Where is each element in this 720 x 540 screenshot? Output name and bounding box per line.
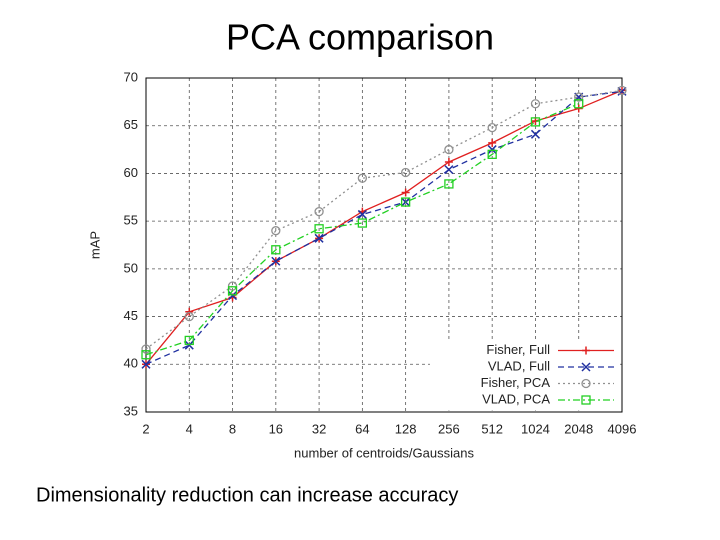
legend-marker [581,362,591,372]
marker [487,145,497,155]
marker [400,167,411,178]
y-tick-label: 70 [124,69,138,84]
marker [574,92,584,102]
marker [444,144,454,155]
legend-label: Fisher, PCA [481,375,551,390]
marker [314,206,324,217]
x-tick-label: 2 [142,421,149,436]
x-tick-label: 4 [186,421,193,436]
marker [530,129,540,139]
x-tick-label: 16 [269,421,283,436]
series-line [145,89,623,365]
x-tick-label: 128 [395,421,417,436]
marker [574,104,583,113]
legend-marker [581,378,591,389]
x-tick-label: 4096 [608,421,637,436]
marker [617,85,627,96]
y-tick-label: 40 [124,356,138,371]
x-tick-label: 64 [355,421,369,436]
marker [530,117,541,127]
marker [141,359,151,369]
marker [400,197,411,207]
marker [487,122,497,133]
chart-title: PCA comparison [226,17,494,58]
marker [401,188,410,197]
x-tick-label: 2048 [564,421,593,436]
marker [184,311,194,322]
marker [184,340,194,350]
marker [184,335,194,346]
y-tick-label: 60 [124,165,138,180]
marker [488,138,497,147]
series-line [145,90,623,365]
marker [444,157,453,166]
marker [141,344,151,354]
marker [314,224,324,234]
marker [271,256,281,266]
marker [444,179,454,189]
marker [141,350,151,360]
x-axis-label: number of centroids/Gaussians [294,445,474,460]
x-tick-label: 1024 [521,421,550,436]
plot-frame [145,77,623,413]
legend-label: VLAD, PCA [482,391,550,406]
marker [271,245,281,255]
marker [357,209,367,219]
x-tick-label: 256 [438,421,460,436]
x-tick-label: 512 [481,421,503,436]
marker [357,173,368,183]
marker [444,165,454,175]
x-tick-label: 8 [229,421,236,436]
y-axis-label: mAP [87,231,102,259]
legend-marker [581,395,591,405]
marker [227,286,238,296]
legend-label: Fisher, Full [486,342,550,357]
marker [185,307,194,316]
legend-marker [582,346,590,355]
caption: Dimensionality reduction can increase ac… [36,484,458,506]
x-tick-label: 32 [312,421,326,436]
legend-box [430,340,620,411]
y-tick-label: 35 [124,403,138,418]
series-line [145,89,623,350]
marker [357,218,368,228]
marker [530,99,541,109]
marker [271,226,281,236]
marker [487,149,497,159]
y-tick-label: 55 [124,213,138,228]
legend-label: VLAD, Full [488,358,550,373]
marker [314,233,324,243]
y-tick-label: 50 [124,260,138,275]
marker [574,99,584,109]
y-tick-label: 65 [124,117,138,132]
y-tick-label: 45 [124,308,138,323]
